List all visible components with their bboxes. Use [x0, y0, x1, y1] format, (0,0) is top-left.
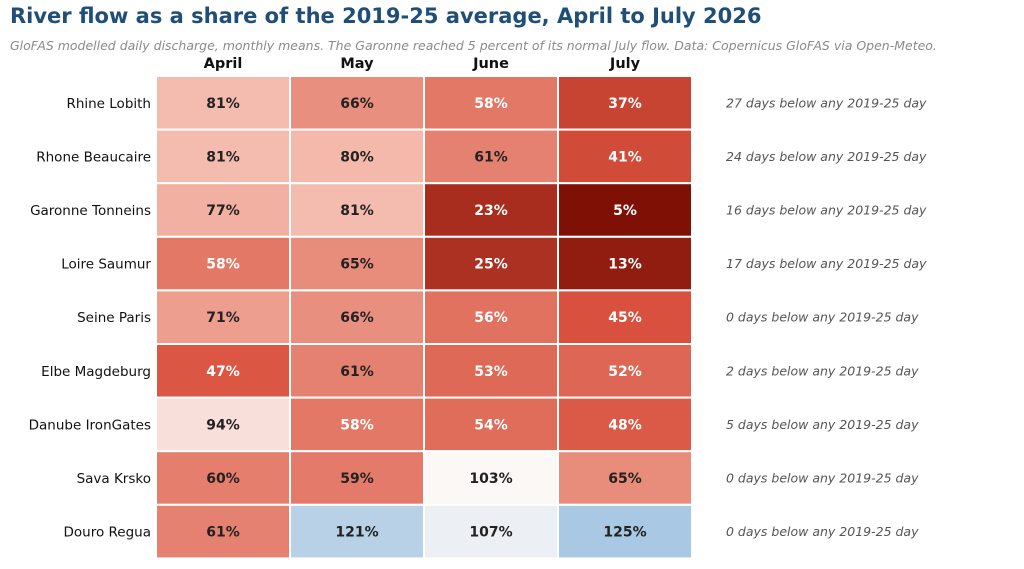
heatmap-cell	[557, 503, 693, 560]
heatmap-cell	[423, 289, 559, 345]
cell-value-label: 125%	[603, 525, 646, 541]
cell-value-label: 37%	[608, 96, 642, 112]
heatmap-cell	[557, 289, 693, 345]
heatmap-cell	[423, 450, 559, 506]
cell-value-label: 81%	[206, 149, 240, 165]
row-note: 0 days below any 2019-25 day	[726, 471, 919, 486]
cell-value-label: 65%	[340, 257, 374, 273]
cell-value-label: 71%	[206, 310, 240, 326]
heatmap-cell	[155, 75, 291, 131]
heatmap-cell	[557, 235, 693, 292]
row-note: 2 days below any 2019-25 day	[726, 363, 919, 378]
cell-value-label: 81%	[206, 96, 240, 112]
chart-subtitle: GloFAS modelled daily discharge, monthly…	[10, 38, 937, 53]
cell-value-label: 52%	[608, 364, 642, 380]
cell-value-label: 66%	[340, 310, 374, 326]
heatmap-cell	[155, 450, 291, 506]
cell-value-label: 5%	[613, 203, 637, 219]
cell-value-label: 41%	[608, 149, 642, 165]
cell-value-label: 121%	[335, 525, 378, 541]
heatmap-cell	[289, 235, 425, 292]
row-label: Rhine Lobith	[66, 96, 151, 112]
heatmap-cell	[155, 289, 291, 345]
cell-value-label: 13%	[608, 257, 642, 273]
cell-value-label: 61%	[340, 364, 374, 380]
heatmap-cell	[289, 503, 425, 560]
cell-value-label: 103%	[469, 471, 512, 487]
heatmap-cell	[423, 343, 559, 399]
column-header: May	[340, 56, 374, 72]
column-header: June	[472, 56, 509, 72]
cell-value-label: 54%	[474, 417, 508, 433]
row-note: 16 days below any 2019-25 day	[726, 203, 927, 218]
cell-value-label: 81%	[340, 203, 374, 219]
heatmap-cell	[557, 450, 693, 506]
cell-value-label: 107%	[469, 525, 512, 541]
heatmap-cell	[557, 396, 693, 453]
heatmap-cell	[289, 289, 425, 345]
cell-value-label: 23%	[474, 203, 508, 219]
cell-value-label: 65%	[608, 471, 642, 487]
cell-value-label: 58%	[474, 96, 508, 112]
cell-value-label: 45%	[608, 310, 642, 326]
row-note: 24 days below any 2019-25 day	[726, 149, 927, 164]
heatmap-cell	[289, 182, 425, 238]
cell-value-label: 80%	[340, 149, 374, 165]
cell-value-label: 77%	[206, 203, 240, 219]
row-note: 17 days below any 2019-25 day	[726, 256, 927, 271]
row-label: Danube IronGates	[29, 417, 151, 433]
cell-value-label: 61%	[206, 525, 240, 541]
heatmap-cell	[155, 503, 291, 560]
row-label: Elbe Magdeburg	[41, 364, 151, 380]
row-label: Sava Krsko	[77, 471, 151, 487]
cell-value-label: 47%	[206, 364, 240, 380]
row-note: 0 days below any 2019-25 day	[726, 524, 919, 539]
heatmap-cell	[155, 182, 291, 238]
heatmap-cell	[155, 396, 291, 453]
column-header: July	[609, 56, 641, 72]
cell-value-label: 53%	[474, 364, 508, 380]
cell-value-label: 25%	[474, 257, 508, 273]
row-label: Seine Paris	[77, 310, 151, 326]
cell-value-label: 59%	[340, 471, 374, 487]
row-note: 5 days below any 2019-25 day	[726, 417, 919, 432]
heatmap-cell	[423, 503, 559, 560]
row-label: Loire Saumur	[61, 257, 151, 273]
heatmap-cell	[423, 396, 559, 453]
row-label: Garonne Tonneins	[30, 203, 151, 219]
cell-value-label: 48%	[608, 417, 642, 433]
row-label: Douro Regua	[64, 525, 152, 541]
cell-value-label: 58%	[340, 417, 374, 433]
heatmap-cell	[557, 182, 693, 238]
cell-value-label: 58%	[206, 257, 240, 273]
row-note: 0 days below any 2019-25 day	[726, 310, 919, 325]
chart-title: River flow as a share of the 2019-25 ave…	[10, 4, 762, 28]
heatmap-cell	[289, 396, 425, 453]
cell-value-label: 66%	[340, 96, 374, 112]
row-note: 27 days below any 2019-25 day	[726, 95, 927, 110]
heatmap-cell	[557, 128, 693, 185]
cell-value-label: 56%	[474, 310, 508, 326]
heatmap-cell	[289, 343, 425, 399]
row-label: Rhone Beaucaire	[36, 149, 151, 165]
cell-value-label: 60%	[206, 471, 240, 487]
cell-value-label: 94%	[206, 417, 240, 433]
cell-value-label: 61%	[474, 149, 508, 165]
column-header: April	[204, 56, 243, 72]
